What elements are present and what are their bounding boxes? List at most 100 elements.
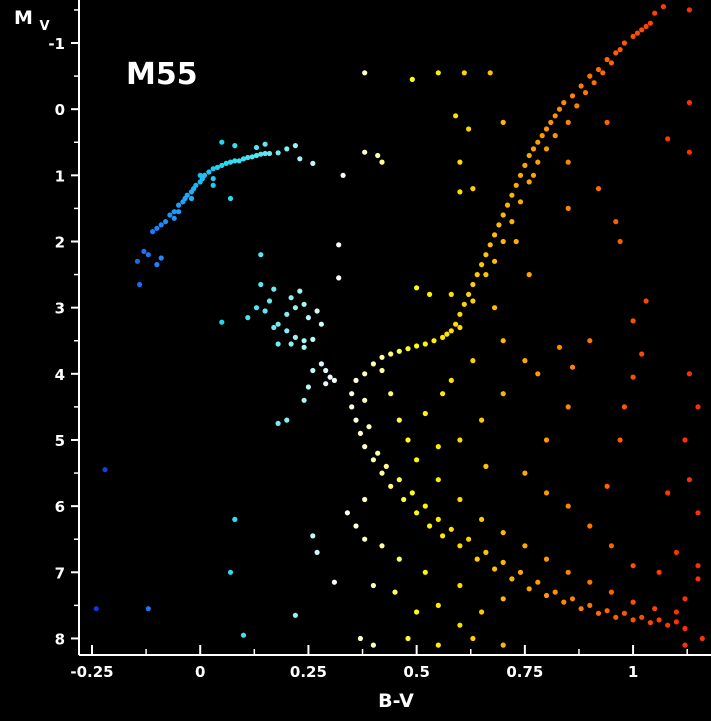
star-point bbox=[457, 437, 463, 443]
star-point bbox=[673, 609, 680, 615]
star-point bbox=[617, 238, 623, 245]
data-points bbox=[93, 4, 705, 648]
star-point bbox=[660, 4, 667, 10]
star-point bbox=[176, 209, 182, 215]
star-point bbox=[292, 143, 298, 149]
star-point bbox=[613, 614, 619, 620]
axes bbox=[78, 0, 711, 656]
star-point bbox=[474, 272, 480, 278]
star-point bbox=[262, 308, 268, 314]
star-point bbox=[535, 159, 541, 165]
x-tick-label: 0.5 bbox=[403, 663, 430, 681]
star-point bbox=[414, 285, 420, 291]
star-point bbox=[604, 483, 610, 489]
star-point bbox=[686, 477, 693, 483]
star-point bbox=[223, 160, 229, 166]
star-point bbox=[479, 516, 485, 523]
star-point bbox=[440, 334, 446, 340]
star-point bbox=[314, 549, 320, 556]
star-point bbox=[331, 377, 337, 383]
star-point bbox=[284, 417, 290, 423]
star-point bbox=[513, 238, 519, 245]
star-point bbox=[457, 324, 463, 331]
star-point bbox=[470, 281, 476, 288]
star-point bbox=[232, 143, 238, 149]
star-point bbox=[517, 569, 524, 575]
star-point bbox=[522, 162, 528, 168]
star-point bbox=[487, 70, 493, 76]
star-point bbox=[448, 526, 454, 532]
star-point bbox=[526, 152, 532, 159]
star-point bbox=[236, 158, 242, 164]
star-point bbox=[561, 599, 567, 605]
star-point bbox=[496, 222, 502, 228]
star-point bbox=[587, 602, 593, 609]
star-point bbox=[340, 172, 346, 178]
star-point bbox=[375, 450, 381, 456]
star-point bbox=[396, 348, 402, 354]
star-point bbox=[219, 319, 225, 325]
star-point bbox=[275, 341, 281, 347]
star-point bbox=[414, 457, 420, 463]
star-point bbox=[565, 119, 571, 125]
star-point bbox=[608, 60, 615, 66]
star-point bbox=[275, 150, 281, 156]
star-point bbox=[552, 589, 558, 595]
star-point bbox=[366, 424, 372, 430]
star-point bbox=[595, 610, 602, 616]
star-point bbox=[323, 381, 329, 387]
star-point bbox=[578, 83, 584, 89]
star-point bbox=[405, 437, 411, 443]
star-point bbox=[457, 496, 463, 503]
star-point bbox=[647, 20, 654, 26]
star-point bbox=[517, 172, 524, 178]
star-point bbox=[479, 417, 485, 423]
star-point bbox=[327, 374, 333, 380]
star-point bbox=[297, 156, 303, 162]
star-point bbox=[556, 344, 563, 350]
star-point bbox=[197, 172, 203, 178]
star-point bbox=[253, 152, 260, 159]
star-point bbox=[483, 272, 489, 278]
star-point bbox=[591, 80, 597, 86]
star-point bbox=[210, 166, 216, 172]
star-point bbox=[262, 150, 268, 157]
star-point bbox=[682, 596, 688, 602]
star-point bbox=[310, 367, 316, 374]
star-point bbox=[93, 606, 99, 612]
x-tick-label: 0.75 bbox=[506, 663, 543, 681]
star-point bbox=[353, 417, 359, 423]
star-point bbox=[552, 113, 558, 119]
star-point bbox=[431, 338, 437, 344]
star-point bbox=[569, 93, 576, 99]
y-tick-label: 1 bbox=[55, 167, 65, 185]
star-point bbox=[470, 298, 476, 304]
star-point bbox=[483, 463, 489, 469]
star-point bbox=[466, 126, 472, 132]
star-point bbox=[587, 523, 593, 529]
star-point bbox=[414, 510, 420, 516]
star-point bbox=[379, 367, 385, 374]
star-point bbox=[613, 219, 619, 225]
star-point bbox=[457, 543, 463, 549]
y-tick-label: 7 bbox=[55, 564, 65, 582]
star-point bbox=[167, 212, 173, 218]
star-point bbox=[435, 444, 441, 450]
star-point bbox=[414, 343, 420, 349]
star-point bbox=[427, 523, 433, 529]
star-point bbox=[440, 391, 446, 397]
star-point bbox=[414, 609, 420, 615]
star-point bbox=[665, 490, 671, 496]
star-point bbox=[487, 242, 493, 248]
star-point bbox=[565, 503, 571, 509]
star-point bbox=[535, 579, 541, 585]
star-point bbox=[288, 295, 294, 301]
star-point bbox=[310, 533, 316, 539]
star-point bbox=[266, 150, 273, 157]
star-point bbox=[686, 100, 693, 106]
y-axis-label-sub: V bbox=[40, 19, 50, 34]
star-point bbox=[543, 490, 550, 496]
star-point bbox=[574, 103, 580, 109]
